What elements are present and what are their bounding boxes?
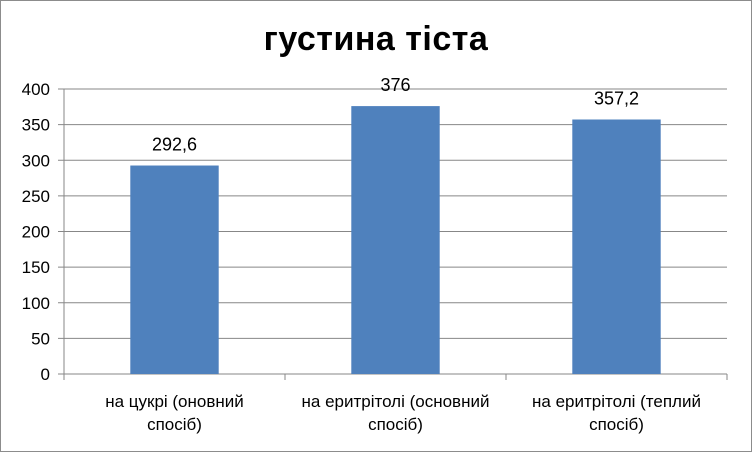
y-tick-label: 250 bbox=[22, 187, 50, 206]
category-label-2: на еритрітолі (основний bbox=[302, 392, 490, 411]
y-tick-label: 300 bbox=[22, 151, 50, 170]
y-tick-label: 0 bbox=[41, 365, 50, 384]
category-label-1: на цукрі (оновний bbox=[105, 392, 244, 411]
category-label-2: спосіб) bbox=[368, 415, 423, 434]
category-label-3: на еритрітолі (теплий bbox=[532, 392, 701, 411]
category-label-3: спосіб) bbox=[589, 415, 644, 434]
data-labels: 292,6 376 357,2 bbox=[152, 75, 639, 154]
bar-3 bbox=[572, 119, 661, 375]
data-label-1: 292,6 bbox=[152, 135, 197, 155]
category-labels: на цукрі (оновний спосіб) на еритрітолі (о… bbox=[105, 392, 701, 434]
y-tick-label: 100 bbox=[22, 294, 50, 313]
y-tick-label: 200 bbox=[22, 223, 50, 242]
bar-2 bbox=[351, 106, 440, 374]
y-tick-label: 350 bbox=[22, 116, 50, 135]
y-tick-labels: 0 50 100 150 200 250 300 350 400 bbox=[22, 80, 50, 384]
chart-title: густина тіста bbox=[263, 20, 489, 58]
y-tick-label: 50 bbox=[31, 329, 50, 348]
y-tick-label: 400 bbox=[22, 80, 50, 99]
y-tick-label: 150 bbox=[22, 258, 50, 277]
bars bbox=[130, 106, 661, 375]
category-label-1: спосіб) bbox=[147, 415, 202, 434]
data-label-2: 376 bbox=[380, 75, 410, 95]
data-label-3: 357,2 bbox=[594, 88, 639, 108]
bar-1 bbox=[130, 165, 219, 374]
